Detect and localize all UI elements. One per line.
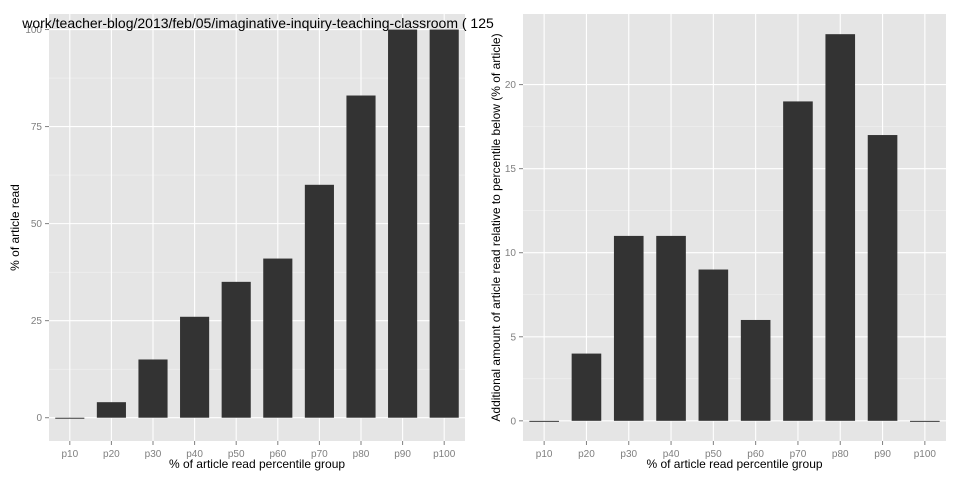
bar-p20	[571, 353, 602, 421]
x-tick-label: p30	[620, 449, 637, 460]
x-tick-label: p60	[747, 449, 764, 460]
x-tick-label: p20	[103, 449, 120, 460]
x-tick-label: p70	[790, 449, 807, 460]
x-tick-label: p60	[269, 449, 286, 460]
y-tick-label: 0	[510, 416, 516, 427]
y-tick-label: 15	[505, 164, 517, 175]
bar-p60	[263, 258, 293, 418]
y-tick-label: 25	[31, 316, 43, 327]
x-tick-label: p80	[832, 449, 849, 460]
bar-p30	[138, 359, 168, 418]
x-tick-label: p50	[228, 449, 245, 460]
bar-p10	[529, 420, 559, 422]
bar-p20	[96, 402, 126, 418]
y-tick-label: 20	[505, 80, 517, 91]
x-tick-label: p70	[311, 449, 328, 460]
y-axis-ticks: 0 5 10 15 20	[505, 80, 523, 427]
y-tick-label: 100	[25, 25, 42, 36]
x-tick-label: p90	[874, 449, 891, 460]
x-tick-label: p80	[353, 449, 370, 460]
x-axis-title: % of article read percentile group	[169, 457, 345, 471]
right-chart-panel: 0 5 10 15 20 p10 p20 p30 p40 p50 p60 p70 p80 p90 p100…	[489, 14, 946, 471]
x-tick-label: p100	[433, 449, 456, 460]
bar-p10	[55, 417, 85, 419]
bar-p40	[180, 316, 210, 418]
y-tick-label: 10	[505, 248, 517, 259]
chart-title: work/teacher-blog/2013/feb/05/imaginativ…	[21, 15, 494, 31]
x-tick-label: p100	[914, 449, 937, 460]
y-axis-title: % of article read	[8, 184, 22, 271]
bar-p40	[656, 235, 686, 421]
y-axis-title: Additional amount of article read relati…	[489, 33, 503, 421]
x-tick-label: p20	[578, 449, 595, 460]
bar-p80	[825, 34, 856, 421]
x-axis-title: % of article read percentile group	[646, 457, 822, 471]
bar-p50	[221, 281, 251, 418]
y-tick-label: 75	[31, 122, 43, 133]
x-tick-label: p50	[705, 449, 722, 460]
x-axis-ticks: p10 p20 p30 p40 p50 p60 p70 p80 p90 p100	[61, 441, 456, 460]
y-axis-ticks: 0 25 50 75 100	[25, 25, 49, 424]
x-tick-label: p10	[536, 449, 553, 460]
bar-p90	[388, 29, 418, 418]
x-tick-label: p40	[186, 449, 203, 460]
bar-p70	[304, 184, 334, 418]
y-tick-label: 5	[510, 332, 516, 343]
bar-series	[55, 29, 459, 419]
bar-p30	[613, 235, 644, 421]
y-tick-label: 0	[36, 413, 42, 424]
bar-p100	[429, 29, 459, 418]
bar-p80	[346, 95, 376, 418]
x-tick-label: p30	[145, 449, 162, 460]
bar-p50	[698, 269, 729, 421]
x-tick-label: p10	[61, 449, 78, 460]
bar-p70	[783, 101, 813, 421]
bar-p100	[910, 420, 940, 422]
x-tick-label: p90	[394, 449, 411, 460]
x-axis-ticks: p10 p20 p30 p40 p50 p60 p70 p80 p90 p100	[536, 441, 937, 460]
bar-p60	[740, 319, 771, 421]
x-tick-label: p40	[663, 449, 680, 460]
y-tick-label: 50	[31, 219, 43, 230]
bar-series	[529, 34, 940, 422]
bar-p90	[867, 135, 898, 421]
